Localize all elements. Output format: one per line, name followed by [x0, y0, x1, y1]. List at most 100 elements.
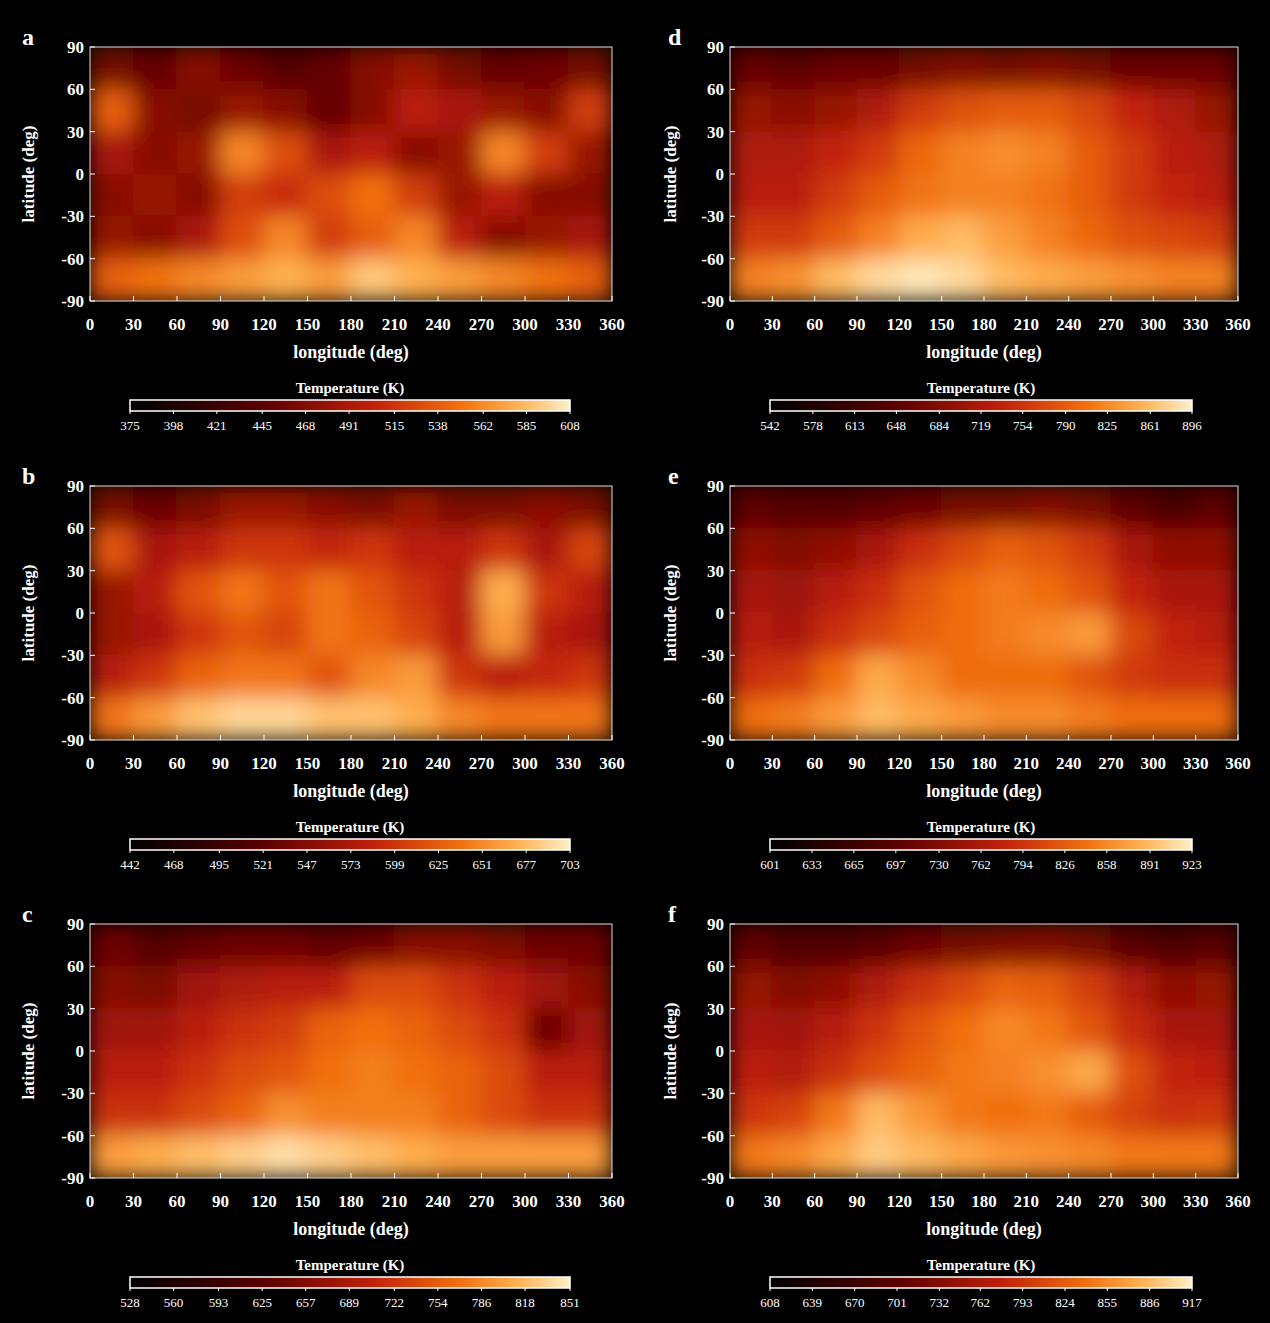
cell — [90, 131, 134, 174]
cell — [1068, 1051, 1111, 1094]
colorbar-tick — [526, 850, 527, 853]
colorbar-tick-label: 825 — [1098, 418, 1118, 433]
colorbar-tick-label: 701 — [887, 1295, 907, 1310]
colorbar-tick — [853, 850, 854, 853]
cell — [814, 528, 857, 571]
colorbar-tick-label: 665 — [844, 857, 864, 872]
cell — [525, 613, 570, 656]
y-tick-label: 30 — [67, 1000, 84, 1019]
cell — [857, 924, 900, 967]
cell — [220, 697, 265, 740]
colorbar-tick-label: 689 — [340, 1295, 360, 1310]
cell — [394, 570, 439, 613]
cell — [814, 697, 857, 740]
cell — [1026, 486, 1069, 529]
x-tick-label: 0 — [86, 315, 95, 334]
y-tick-label: -30 — [701, 1084, 724, 1103]
x-tick-label: 330 — [556, 754, 582, 773]
cell — [730, 131, 773, 174]
cell — [220, 1135, 265, 1178]
cell — [1068, 216, 1111, 259]
y-tick — [730, 174, 735, 175]
panel-letter: d — [668, 24, 682, 50]
colorbar-tick-label: 719 — [971, 418, 991, 433]
x-tick-label: 60 — [169, 754, 186, 773]
cell — [568, 216, 612, 259]
x-axis-title: longitude (deg) — [926, 342, 1042, 363]
y-tick — [90, 740, 95, 741]
panel: 0306090120150180210240270300330360906030… — [19, 901, 625, 1310]
x-tick-label: 360 — [599, 754, 625, 773]
x-tick — [220, 296, 221, 301]
colorbar-tick-label: 495 — [210, 857, 230, 872]
colorbar-tick-label: 730 — [929, 857, 949, 872]
colorbar-tick — [1107, 411, 1108, 414]
cell — [857, 131, 900, 174]
cell — [772, 1051, 815, 1094]
x-tick-label: 150 — [929, 315, 955, 334]
cell — [1026, 613, 1069, 656]
cell — [984, 1051, 1027, 1094]
x-tick — [525, 735, 526, 740]
y-tick-label: -60 — [701, 689, 724, 708]
cell — [307, 966, 352, 1009]
cell — [730, 47, 773, 90]
colorbar-tick-label: 722 — [385, 1295, 405, 1310]
cell — [899, 924, 942, 967]
colorbar — [770, 839, 1192, 850]
x-tick-label: 0 — [726, 1192, 735, 1211]
y-tick-label: 0 — [716, 604, 725, 623]
colorbar-tick-label: 794 — [1013, 857, 1033, 872]
x-tick-label: 60 — [806, 1192, 823, 1211]
panel-letter: e — [668, 463, 679, 489]
cell — [568, 1008, 612, 1051]
cell — [984, 570, 1027, 613]
cell — [857, 216, 900, 259]
colorbar-tick — [525, 1288, 526, 1291]
x-tick — [568, 296, 569, 301]
cell — [133, 1051, 178, 1094]
cell — [1068, 258, 1111, 301]
colorbar-title: Temperature (K) — [927, 380, 1036, 397]
cell — [941, 1093, 984, 1136]
y-tick-label: 60 — [67, 519, 84, 538]
cell — [1111, 1008, 1154, 1051]
cell — [772, 655, 815, 698]
cell — [772, 47, 815, 90]
y-tick-label: 60 — [707, 80, 724, 99]
colorbar-tick — [130, 850, 131, 853]
x-tick-label: 120 — [887, 1192, 913, 1211]
colorbar-tick — [1192, 411, 1193, 414]
cell — [394, 89, 439, 132]
cell — [1026, 1135, 1069, 1178]
x-tick-label: 0 — [726, 315, 735, 334]
y-tick — [730, 740, 735, 741]
y-tick — [730, 1178, 735, 1179]
cell — [133, 924, 178, 967]
colorbar-tick-label: 703 — [560, 857, 580, 872]
cell — [1195, 89, 1238, 132]
panel: 0306090120150180210240270300330360906030… — [19, 24, 625, 433]
colorbar-tick — [895, 850, 896, 853]
cell — [814, 174, 857, 217]
x-tick — [1068, 1173, 1069, 1178]
colorbar-tick — [939, 411, 940, 414]
cell — [351, 697, 396, 740]
colorbar-tick — [394, 1288, 395, 1291]
x-tick — [1195, 735, 1196, 740]
cell — [1195, 1093, 1238, 1136]
cell — [525, 89, 570, 132]
cell — [1068, 570, 1111, 613]
cell — [1195, 1135, 1238, 1178]
x-tick — [1153, 1173, 1154, 1178]
cell — [133, 1008, 178, 1051]
colorbar-tick — [305, 1288, 306, 1291]
cell — [814, 216, 857, 259]
cell — [481, 1008, 526, 1051]
plot-area — [730, 924, 1238, 1178]
cell — [264, 924, 309, 967]
cell — [525, 1135, 570, 1178]
x-tick — [984, 1173, 985, 1178]
cell — [568, 1051, 612, 1094]
cell — [899, 966, 942, 1009]
